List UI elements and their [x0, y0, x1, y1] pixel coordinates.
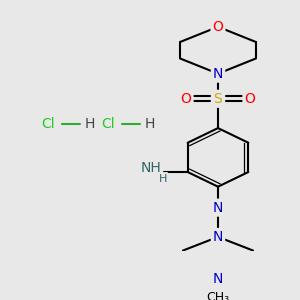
Text: O: O: [181, 92, 191, 106]
Text: N: N: [213, 272, 223, 286]
Text: Cl: Cl: [41, 117, 55, 131]
Text: H: H: [145, 117, 155, 131]
Text: O: O: [244, 92, 255, 106]
Text: H: H: [85, 117, 95, 131]
Text: CH₃: CH₃: [206, 291, 230, 300]
Text: Cl: Cl: [101, 117, 115, 131]
Text: H: H: [158, 174, 167, 184]
Text: N: N: [213, 67, 223, 81]
Text: S: S: [214, 92, 222, 106]
Text: N: N: [213, 230, 223, 244]
Text: O: O: [213, 20, 224, 34]
Text: N: N: [213, 201, 223, 214]
Text: NH: NH: [140, 161, 161, 175]
